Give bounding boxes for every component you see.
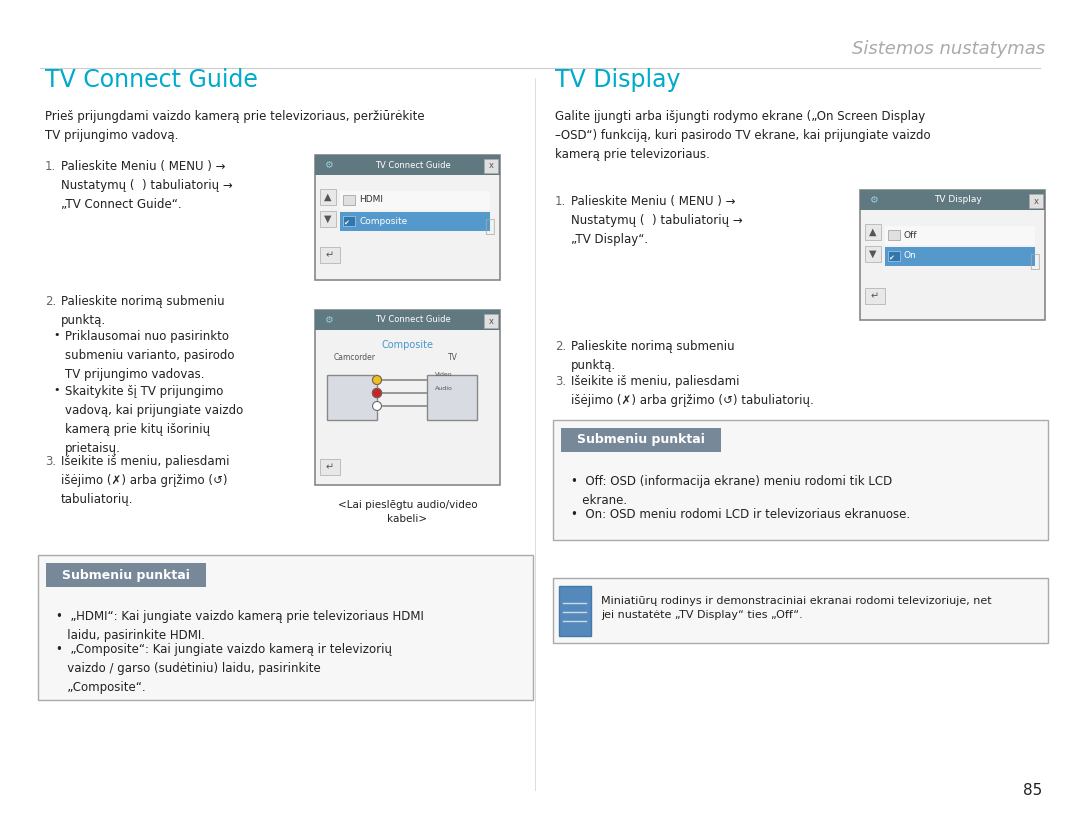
Text: Palieskite Meniu ( MENU ) →
Nustatymų (  ) tabuliatorių →
„TV Display“.: Palieskite Meniu ( MENU ) → Nustatymų ( … (571, 195, 743, 246)
Text: ▲: ▲ (324, 192, 332, 202)
Bar (860, 190, 1045, 210)
Bar (484, 159, 498, 173)
Text: On: On (904, 251, 917, 261)
Text: •: • (53, 330, 59, 340)
Bar (315, 310, 500, 330)
Text: 2.: 2. (555, 340, 566, 353)
Text: ▼: ▼ (324, 214, 332, 224)
Bar (427, 375, 477, 420)
Text: Off: Off (904, 231, 918, 240)
Text: Composite: Composite (359, 217, 407, 226)
Bar (553, 578, 1048, 643)
Bar (484, 314, 498, 328)
Bar (340, 191, 490, 210)
Text: ↵: ↵ (326, 462, 334, 472)
Text: Prieš prijungdami vaizdo kamerą prie televizoriaus, peržiūrėkite
TV prijungimo v: Prieš prijungdami vaizdo kamerą prie tel… (45, 110, 424, 142)
Text: Priklausomai nuo pasirinkto
submeniu varianto, pasirodo
TV prijungimo vadovas.: Priklausomai nuo pasirinkto submeniu var… (65, 330, 234, 381)
Text: TV: TV (448, 353, 458, 362)
Text: •  Off: OSD (informacija ekrane) meniu rodomi tik LCD
   ekrane.: • Off: OSD (informacija ekrane) meniu ro… (571, 475, 892, 507)
Text: •  „Composite“: Kai jungiate vaizdo kamerą ir televizorių
   vaizdo / garso (sud: • „Composite“: Kai jungiate vaizdo kamer… (56, 643, 392, 694)
Bar (315, 310, 500, 485)
Text: •  On: OSD meniu rodomi LCD ir televizoriaus ekranuose.: • On: OSD meniu rodomi LCD ir televizori… (571, 508, 910, 521)
Bar (865, 224, 881, 240)
Text: TV Connect Guide: TV Connect Guide (375, 160, 450, 170)
Bar (561, 428, 721, 452)
Bar (553, 420, 1048, 540)
Text: ↵: ↵ (326, 250, 334, 260)
Bar (320, 189, 336, 205)
Text: 1.: 1. (555, 195, 566, 208)
Circle shape (373, 375, 381, 385)
Text: ▲: ▲ (869, 227, 877, 237)
Text: ✔: ✔ (343, 220, 349, 226)
Text: Miniatiūrų rodinys ir demonstraciniai ekranai rodomi televizoriuje, net
jei nust: Miniatiūrų rodinys ir demonstraciniai ek… (600, 596, 991, 620)
Bar (38, 555, 534, 700)
Text: HDMI: HDMI (359, 195, 383, 204)
Text: ↵: ↵ (870, 291, 879, 301)
Bar (885, 226, 1035, 245)
Text: 👉: 👉 (484, 218, 495, 236)
Bar (320, 211, 336, 227)
Bar (46, 563, 206, 587)
Bar (320, 459, 340, 475)
Text: Sistemos nustatymas: Sistemos nustatymas (852, 40, 1045, 58)
Text: Išeikite iš meniu, paliesdami
išėjimo (✗) arba grįžimo (↺)
tabuliatorių.: Išeikite iš meniu, paliesdami išėjimo (✗… (60, 455, 229, 506)
Text: ⚙: ⚙ (324, 160, 333, 170)
Bar (315, 155, 500, 175)
Circle shape (373, 401, 381, 410)
Text: ✔: ✔ (888, 255, 894, 261)
Text: Galite įjungti arba išjungti rodymo ekrane („On Screen Display
–OSD“) funkciją, : Galite įjungti arba išjungti rodymo ekra… (555, 110, 931, 161)
Bar (320, 247, 340, 263)
Bar (888, 230, 900, 240)
Text: ⚙: ⚙ (324, 315, 333, 325)
Text: Palieskite norimą submeniu
punktą.: Palieskite norimą submeniu punktą. (571, 340, 734, 372)
Bar (1029, 194, 1043, 208)
Text: Submeniu punktai: Submeniu punktai (577, 433, 705, 447)
Bar (865, 288, 885, 304)
Text: Išeikite iš meniu, paliesdami
išėjimo (✗) arba grįžimo (↺) tabuliatorių.: Išeikite iš meniu, paliesdami išėjimo (✗… (571, 375, 813, 407)
Text: Palieskite norimą submeniu
punktą.: Palieskite norimą submeniu punktą. (60, 295, 225, 327)
Text: ⚙: ⚙ (868, 195, 877, 205)
Bar (885, 247, 1035, 266)
Text: Audio: Audio (435, 385, 453, 390)
Text: Composite: Composite (381, 340, 433, 350)
Bar (327, 375, 377, 420)
Bar (340, 212, 490, 231)
Bar (343, 195, 355, 205)
Bar (559, 586, 591, 636)
Text: Submeniu punktai: Submeniu punktai (62, 568, 190, 581)
Text: 👉: 👉 (1029, 253, 1040, 271)
Text: 3.: 3. (555, 375, 566, 388)
Text: •  „HDMI“: Kai jungiate vaizdo kamerą prie televizoriaus HDMI
   laidu, pasirink: • „HDMI“: Kai jungiate vaizdo kamerą pri… (56, 610, 423, 642)
Text: <Lai pieslēgtu audio/video
kabeli>: <Lai pieslēgtu audio/video kabeli> (338, 500, 477, 524)
Text: 2.: 2. (45, 295, 56, 308)
Text: ▼: ▼ (869, 249, 877, 259)
Circle shape (373, 389, 381, 398)
Text: Camcorder: Camcorder (334, 353, 376, 362)
Text: Video: Video (435, 372, 453, 377)
Text: TV Connect Guide: TV Connect Guide (45, 68, 258, 92)
Bar (860, 190, 1045, 320)
Text: Skaitykite šį TV prijungimo
vadovą, kai prijungiate vaizdo
kamerą prie kitų išor: Skaitykite šį TV prijungimo vadovą, kai … (65, 385, 243, 455)
Text: x: x (1034, 197, 1039, 205)
Bar (343, 216, 355, 226)
Text: TV Display: TV Display (933, 195, 982, 204)
Text: 85: 85 (1023, 783, 1042, 798)
Text: TV Connect Guide: TV Connect Guide (375, 315, 450, 324)
Text: TV Display: TV Display (555, 68, 680, 92)
Text: 3.: 3. (45, 455, 56, 468)
Text: x: x (488, 317, 494, 326)
Text: Palieskite Meniu ( MENU ) →
Nustatymų (  ) tabuliatorių →
„TV Connect Guide“.: Palieskite Meniu ( MENU ) → Nustatymų ( … (60, 160, 233, 211)
Text: •: • (53, 385, 59, 395)
Bar (888, 251, 900, 261)
Text: 1.: 1. (45, 160, 56, 173)
Bar (865, 246, 881, 262)
Text: x: x (488, 161, 494, 170)
Bar (315, 155, 500, 280)
